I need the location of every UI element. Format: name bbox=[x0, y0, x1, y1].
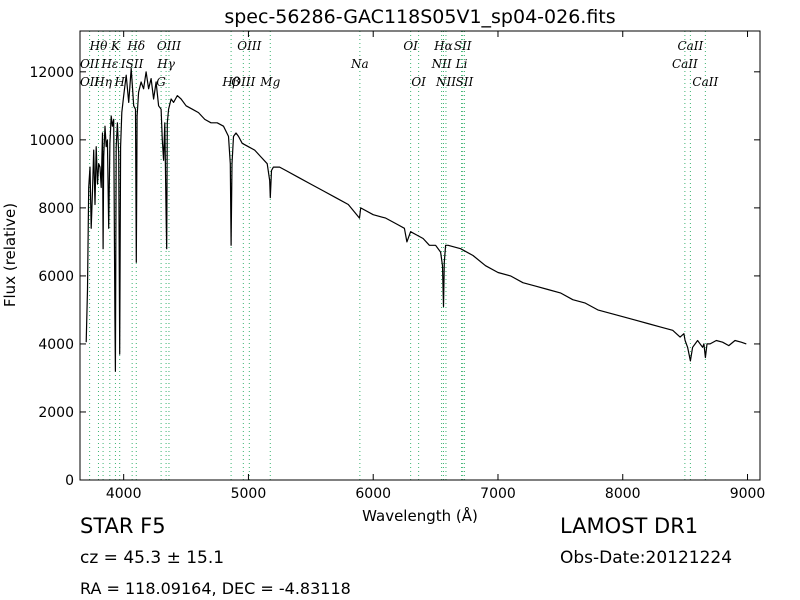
redshift-value: cz = 45.3 ± 15.1 bbox=[80, 548, 225, 568]
line-label: NII bbox=[435, 75, 456, 89]
line-label: CaII bbox=[672, 57, 698, 71]
line-label: K bbox=[110, 39, 121, 53]
line-label: OII bbox=[80, 57, 100, 71]
y-tick-label: 4000 bbox=[38, 337, 74, 353]
line-label: OIII bbox=[231, 75, 255, 89]
line-label: Hα bbox=[433, 39, 453, 53]
line-label: OIII bbox=[157, 39, 181, 53]
line-label: SII bbox=[456, 75, 474, 89]
line-label: ISII bbox=[120, 57, 144, 71]
y-tick-label: 0 bbox=[65, 473, 74, 489]
observation-date: Obs-Date:20121224 bbox=[560, 548, 733, 568]
x-tick-label: 7000 bbox=[480, 486, 516, 502]
y-tick-label: 10000 bbox=[29, 133, 74, 149]
spectrum-line bbox=[85, 67, 747, 372]
object-class: STAR F5 bbox=[80, 514, 166, 538]
chart-title: spec-56286-GAC118S05V1_sp04-026.fits bbox=[224, 6, 615, 28]
line-label: OII bbox=[80, 75, 100, 89]
x-axis-label: Wavelength (Å) bbox=[362, 506, 478, 525]
y-tick-label: 8000 bbox=[38, 201, 74, 217]
y-tick-label: 6000 bbox=[38, 269, 74, 285]
line-label: Hθ bbox=[89, 39, 108, 53]
line-label: Na bbox=[350, 57, 369, 71]
line-label: Hη bbox=[93, 75, 112, 89]
x-tick-label: 4000 bbox=[106, 486, 142, 502]
line-label: SII bbox=[454, 39, 472, 53]
y-axis-label: Flux (relative) bbox=[1, 203, 19, 307]
line-label: Hγ bbox=[156, 57, 175, 71]
x-tick-label: 8000 bbox=[605, 486, 641, 502]
line-label: Hδ bbox=[126, 39, 145, 53]
y-tick-label: 2000 bbox=[38, 405, 74, 421]
line-label: Mg bbox=[259, 75, 280, 89]
line-label: OI bbox=[403, 39, 418, 53]
coordinates: RA = 118.09164, DEC = -4.83118 bbox=[80, 579, 351, 598]
line-label: H bbox=[113, 75, 125, 89]
line-label: CaII bbox=[692, 75, 718, 89]
y-tick-label: 12000 bbox=[29, 65, 74, 81]
survey-name: LAMOST DR1 bbox=[560, 514, 699, 538]
plot-frame bbox=[79, 30, 761, 481]
line-label: G bbox=[156, 75, 166, 89]
line-label: CaII bbox=[677, 39, 703, 53]
x-tick-label: 6000 bbox=[355, 486, 391, 502]
line-label: Hε bbox=[100, 57, 118, 71]
spectrum-series bbox=[85, 67, 747, 372]
line-label: Li bbox=[455, 57, 468, 71]
emission-line-markers bbox=[89, 31, 706, 480]
axis-ticks: 4000 5000 6000 7000 8000 9000 0 2000 4000 6000 800… bbox=[29, 31, 765, 502]
line-label: NII bbox=[431, 57, 452, 71]
x-tick-label: 9000 bbox=[730, 486, 766, 502]
line-label: OIII bbox=[237, 39, 261, 53]
line-label: OI bbox=[411, 75, 426, 89]
x-tick-label: 5000 bbox=[231, 486, 267, 502]
line-label: Hβ bbox=[221, 75, 239, 89]
